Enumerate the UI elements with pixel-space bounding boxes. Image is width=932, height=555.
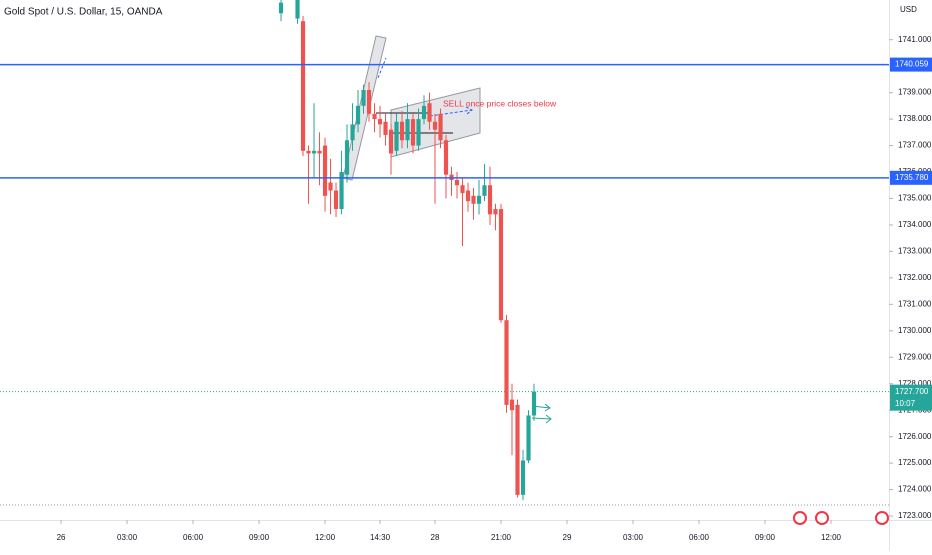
x-tick-label: 06:00 bbox=[689, 533, 710, 542]
target-arrows bbox=[531, 403, 552, 424]
candle-body bbox=[388, 129, 394, 154]
x-tick-label: 28 bbox=[431, 533, 440, 542]
annotation: SELL once price closes below bbox=[443, 98, 557, 108]
x-tick-label: 26 bbox=[57, 533, 66, 542]
candle-body bbox=[520, 460, 526, 495]
candle-body bbox=[383, 121, 388, 135]
candle-body bbox=[471, 195, 476, 204]
y-tick-label: 1737.000 bbox=[898, 141, 932, 150]
x-tick-label: 03:00 bbox=[623, 533, 644, 542]
x-tick-label: 29 bbox=[563, 533, 572, 542]
projection-arrow bbox=[429, 106, 473, 117]
candle-body bbox=[531, 391, 537, 416]
y-tick-label: 1730.000 bbox=[898, 326, 932, 335]
y-tick-label: 1733.000 bbox=[898, 247, 932, 256]
y-tick-label: 1731.000 bbox=[898, 299, 932, 308]
candle-body bbox=[438, 113, 443, 141]
price-label-box bbox=[890, 384, 932, 411]
candle-body bbox=[504, 320, 509, 405]
x-tick-label: 03:00 bbox=[117, 533, 138, 542]
candle-body bbox=[300, 21, 306, 151]
x-tick-label: 12:00 bbox=[315, 533, 336, 542]
candle-body bbox=[372, 113, 377, 120]
candle-body bbox=[515, 404, 520, 495]
x-tick-label: 06:00 bbox=[183, 533, 204, 542]
candle-body bbox=[333, 190, 339, 210]
candle-body bbox=[278, 2, 284, 14]
price-label: 1740.059 bbox=[895, 60, 929, 69]
candle-body bbox=[443, 140, 449, 175]
candle-body bbox=[498, 209, 504, 321]
y-tick-label: 1732.000 bbox=[898, 273, 932, 282]
event-icons bbox=[793, 511, 889, 525]
y-tick-label: 1728.000 bbox=[898, 379, 932, 388]
y-tick-label: 1739.000 bbox=[898, 88, 932, 97]
event-icon[interactable] bbox=[793, 511, 807, 525]
candle-body bbox=[410, 119, 416, 146]
candle-body bbox=[432, 121, 438, 130]
countdown-label: 10:07 bbox=[895, 399, 916, 408]
candle-body bbox=[482, 185, 487, 196]
y-tick-label: 1738.000 bbox=[898, 114, 932, 123]
candle-body bbox=[366, 89, 372, 114]
candle-body bbox=[454, 179, 460, 186]
x-tick-label: 09:00 bbox=[249, 533, 270, 542]
candle-body bbox=[328, 182, 333, 191]
candle-body bbox=[306, 150, 311, 154]
candle-body bbox=[421, 105, 427, 120]
candle-body bbox=[509, 399, 515, 411]
event-icon[interactable] bbox=[875, 511, 889, 525]
candle-body bbox=[361, 89, 366, 106]
candle-body bbox=[526, 415, 531, 461]
chart-title: Gold Spot / U.S. Dollar, 15, OANDA bbox=[4, 7, 163, 18]
candle-body bbox=[487, 185, 493, 215]
x-tick-label: 14:30 bbox=[370, 533, 391, 542]
candle-body bbox=[399, 121, 405, 141]
candle-body bbox=[476, 195, 482, 204]
candle-body bbox=[344, 140, 350, 175]
candle-body bbox=[465, 190, 471, 202]
candle-body bbox=[416, 119, 421, 146]
candle-body bbox=[322, 145, 328, 196]
candle-body bbox=[339, 172, 344, 210]
y-tick-label: 1729.000 bbox=[898, 352, 932, 361]
candle-body bbox=[317, 150, 322, 154]
candle-body bbox=[355, 105, 361, 125]
candle-body bbox=[377, 119, 383, 125]
overlay bbox=[0, 63, 889, 179]
projection-arrow bbox=[377, 57, 387, 79]
y-tick-label: 1726.000 bbox=[898, 432, 932, 441]
candle-body bbox=[350, 124, 355, 141]
candles bbox=[278, 0, 537, 501]
price-label: 1727.700 bbox=[895, 387, 929, 396]
y-tick-label: 1741.000 bbox=[898, 35, 932, 44]
y-tick-label: 1724.000 bbox=[898, 485, 932, 494]
candle-body bbox=[493, 209, 498, 215]
price-label-box bbox=[890, 57, 932, 72]
x-tick-label: 12:00 bbox=[821, 533, 842, 542]
y-tick-label: 1725.000 bbox=[898, 458, 932, 467]
candle-body bbox=[394, 121, 399, 151]
currency-label: USD bbox=[900, 5, 917, 14]
x-tick-label: 21:00 bbox=[491, 533, 512, 542]
price-label: 1735.780 bbox=[895, 173, 929, 182]
flag-pole-channel bbox=[342, 35, 387, 181]
price-label-box bbox=[890, 170, 932, 185]
candle-body bbox=[427, 103, 432, 122]
candle-body bbox=[460, 185, 465, 194]
candle-body bbox=[295, 0, 300, 19]
event-icon[interactable] bbox=[815, 511, 829, 525]
candle-body bbox=[405, 119, 410, 141]
y-tick-label: 1734.000 bbox=[898, 220, 932, 229]
y-tick-label: 1723.000 bbox=[898, 511, 932, 520]
y-tick-label: 1735.000 bbox=[898, 194, 932, 203]
candle-body bbox=[311, 150, 317, 154]
x-tick-label: 09:00 bbox=[755, 533, 776, 542]
